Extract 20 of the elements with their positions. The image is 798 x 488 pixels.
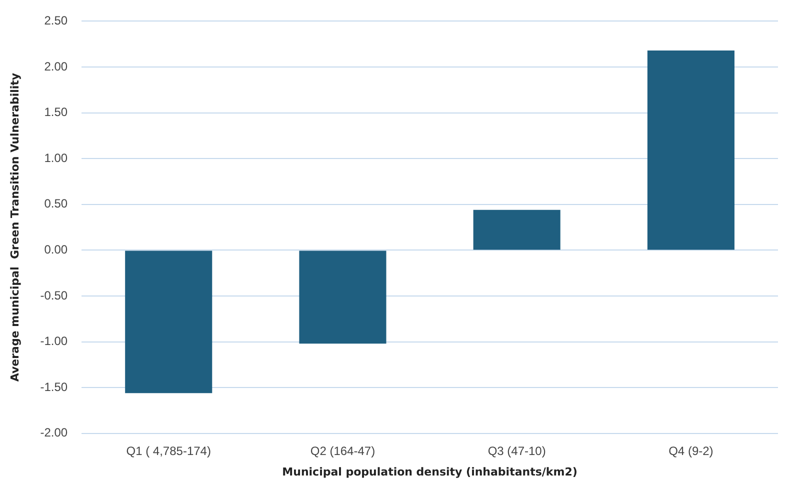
y-tick-label: 2.50 (44, 14, 68, 28)
y-tick-label: 1.00 (44, 150, 68, 165)
bar (125, 250, 212, 394)
x-axis-title: Municipal population density (inhabitants/km2) (282, 465, 578, 478)
x-tick-label: Q3 (47-10) (488, 444, 546, 458)
x-tick-label: Q4 (9-2) (668, 444, 714, 458)
y-tick-label: 0.00 (44, 242, 68, 257)
y-axis-title: Average municipal Green Transition Vulnerability (8, 72, 22, 382)
y-tick-label: -0.50 (40, 288, 68, 302)
y-tick-label: -1.00 (40, 334, 68, 348)
y-tick-label: 0.50 (44, 196, 68, 211)
y-tick-label: 1.50 (44, 105, 68, 120)
bar (647, 50, 734, 250)
x-tick-label: Q1 ( 4,785-174) (126, 444, 211, 458)
bar (299, 250, 386, 344)
x-tick-label: Q2 (164-47) (310, 444, 376, 458)
bar (473, 210, 560, 250)
y-tick-label: -1.50 (40, 380, 68, 394)
y-tick-label: -2.00 (40, 426, 68, 440)
y-tick-label: 2.00 (44, 59, 68, 74)
